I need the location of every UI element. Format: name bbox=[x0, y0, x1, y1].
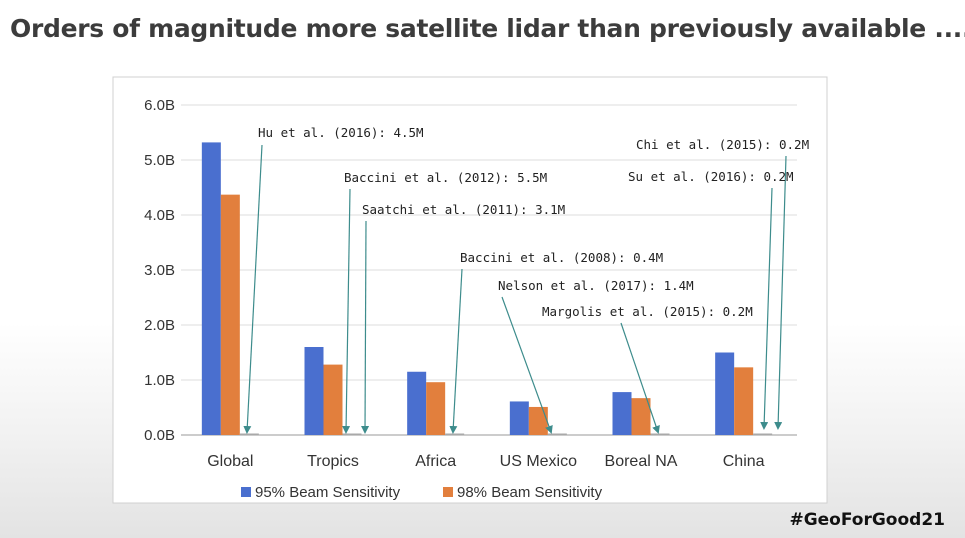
annotation-arrow bbox=[361, 220, 370, 434]
annotation-label: Hu et al. (2016): 4.5M bbox=[258, 125, 424, 140]
legend-label: 98% Beam Sensitivity bbox=[457, 484, 603, 501]
bar-95-beam bbox=[407, 371, 427, 435]
y-tick-label: 0.0B bbox=[144, 427, 175, 444]
hashtag: #GeoForGood21 bbox=[789, 510, 945, 530]
y-tick-label: 2.0B bbox=[144, 317, 175, 334]
y-tick-label: 4.0B bbox=[144, 207, 175, 224]
bar-98-beam bbox=[734, 367, 754, 435]
bar-98-beam bbox=[220, 194, 240, 435]
annotation-arrow bbox=[449, 268, 463, 434]
bar-95-beam bbox=[509, 401, 529, 435]
bar-98-beam bbox=[631, 398, 651, 435]
annotation-arrow bbox=[760, 187, 773, 430]
annotation-label: Chi et al. (2015): 0.2M bbox=[636, 137, 809, 152]
category-label: Boreal NA bbox=[605, 453, 678, 470]
annotation-arrow bbox=[620, 322, 660, 434]
category-label: US Mexico bbox=[500, 453, 577, 470]
legend-swatch bbox=[443, 487, 453, 497]
bar-prior-study bbox=[547, 433, 567, 435]
legend-swatch bbox=[241, 487, 251, 497]
bar-95-beam bbox=[201, 142, 221, 435]
category-label: China bbox=[723, 453, 765, 470]
annotation-arrow bbox=[501, 296, 553, 434]
y-tick-label: 5.0B bbox=[144, 152, 175, 169]
y-tick-label: 6.0B bbox=[144, 97, 175, 114]
bar-prior-study bbox=[342, 433, 362, 435]
bar-98-beam bbox=[528, 406, 548, 435]
category-label: Tropics bbox=[307, 453, 359, 470]
legend-label: 95% Beam Sensitivity bbox=[255, 484, 401, 501]
annotation-label: Nelson et al. (2017): 1.4M bbox=[498, 278, 694, 293]
bar-98-beam bbox=[426, 382, 446, 435]
bar-prior-study bbox=[445, 433, 465, 435]
category-label: Global bbox=[207, 453, 253, 470]
slide-title: Orders of magnitude more satellite lidar… bbox=[10, 14, 965, 43]
annotation-label: Su et al. (2016): 0.2M bbox=[628, 169, 794, 184]
annotation-label: Margolis et al. (2015): 0.2M bbox=[542, 304, 753, 319]
annotation-label: Saatchi et al. (2011): 3.1M bbox=[362, 202, 565, 217]
annotation-arrow bbox=[774, 155, 787, 430]
bar-prior-study bbox=[239, 433, 259, 435]
annotation-arrow bbox=[243, 144, 263, 434]
annotation-label: Baccini et al. (2012): 5.5M bbox=[344, 170, 547, 185]
bar-prior-study bbox=[753, 433, 773, 435]
bar-98-beam bbox=[323, 364, 343, 435]
y-tick-label: 1.0B bbox=[144, 372, 175, 389]
bar-95-beam bbox=[715, 352, 735, 435]
category-label: Africa bbox=[415, 453, 456, 470]
annotation-arrow bbox=[342, 188, 351, 434]
annotation-label: Baccini et al. (2008): 0.4M bbox=[460, 250, 663, 265]
bar-95-beam bbox=[612, 392, 632, 435]
bar-prior-study bbox=[650, 433, 670, 435]
y-tick-label: 3.0B bbox=[144, 262, 175, 279]
bar-95-beam bbox=[304, 347, 324, 435]
